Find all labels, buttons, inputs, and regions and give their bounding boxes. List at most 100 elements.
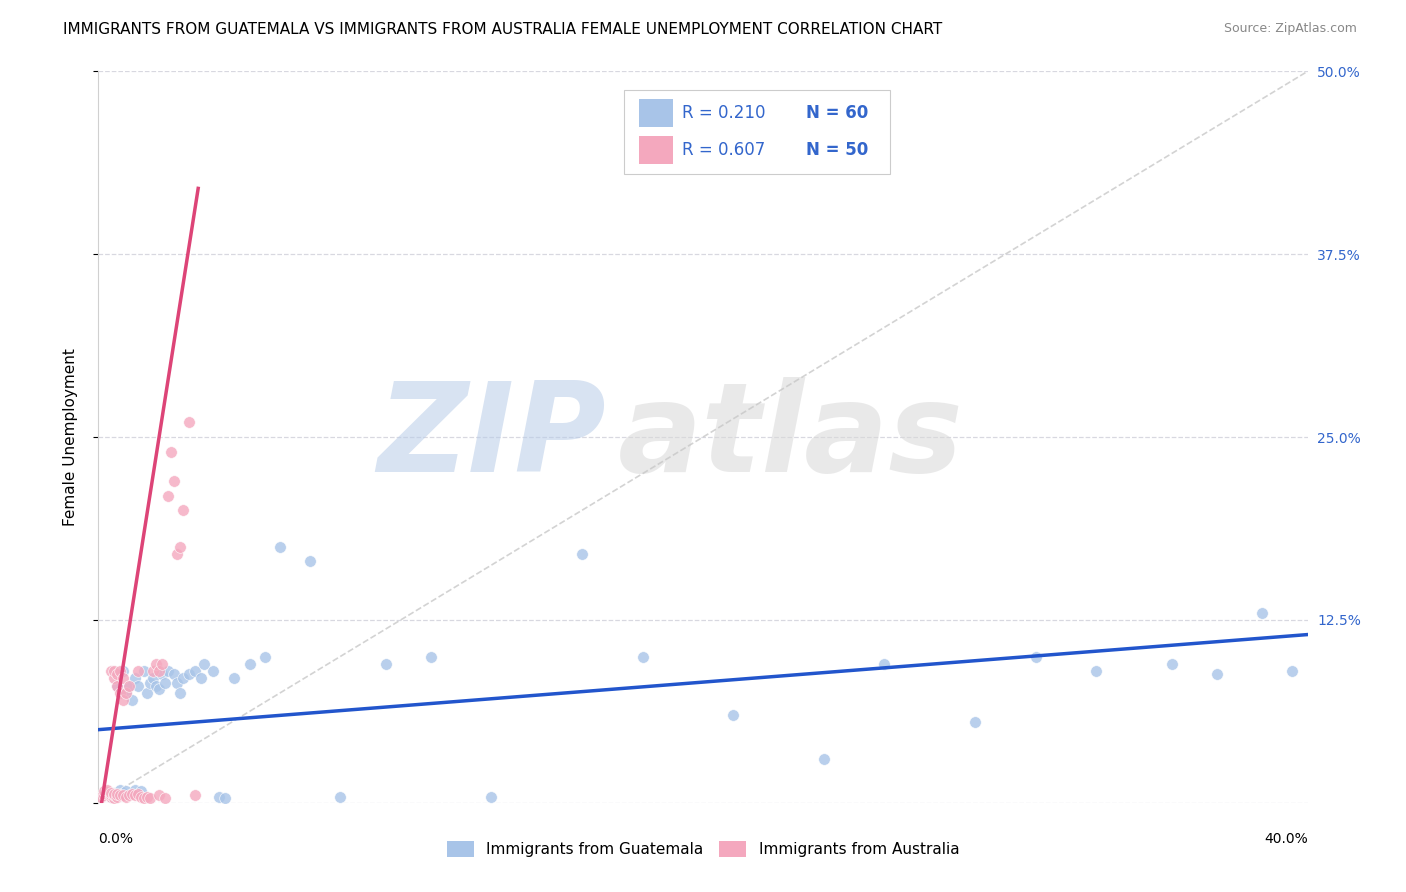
- Point: [153, 791, 176, 805]
- Point: [179, 667, 201, 681]
- Point: [873, 657, 896, 671]
- Point: [145, 657, 167, 671]
- Point: [571, 547, 593, 561]
- Point: [111, 664, 134, 678]
- Point: [96, 782, 118, 797]
- Point: [135, 789, 157, 804]
- Point: [108, 789, 131, 803]
- Point: [93, 784, 115, 798]
- Point: [239, 657, 262, 671]
- Point: [114, 784, 136, 798]
- Point: [93, 789, 115, 803]
- Point: [166, 547, 188, 561]
- Point: [105, 789, 128, 803]
- Point: [103, 787, 125, 801]
- Point: [105, 789, 128, 804]
- Point: [127, 664, 149, 678]
- Point: [96, 787, 118, 801]
- Point: [139, 676, 162, 690]
- Point: [132, 791, 155, 805]
- Point: [1281, 664, 1303, 678]
- Point: [135, 686, 157, 700]
- Point: [374, 657, 396, 671]
- Point: [103, 664, 125, 678]
- Point: [121, 693, 143, 707]
- Point: [100, 789, 122, 804]
- Point: [150, 657, 173, 671]
- Point: [190, 672, 212, 686]
- Point: [299, 554, 322, 568]
- Point: [145, 679, 167, 693]
- Bar: [638, 99, 673, 127]
- Point: [93, 789, 115, 803]
- Text: N = 50: N = 50: [806, 141, 868, 159]
- Point: [124, 789, 146, 803]
- Point: [105, 787, 128, 801]
- Point: [105, 667, 128, 681]
- Point: [139, 791, 162, 805]
- Point: [127, 679, 149, 693]
- Point: [103, 791, 125, 805]
- Point: [184, 664, 207, 678]
- Point: [108, 787, 131, 801]
- Point: [723, 708, 745, 723]
- Point: [193, 657, 215, 671]
- Point: [214, 791, 236, 805]
- FancyBboxPatch shape: [624, 90, 890, 174]
- Point: [124, 672, 146, 686]
- Point: [253, 649, 276, 664]
- Text: Source: ZipAtlas.com: Source: ZipAtlas.com: [1223, 22, 1357, 36]
- Text: 0.0%: 0.0%: [98, 832, 134, 846]
- Point: [224, 672, 246, 686]
- Point: [100, 789, 122, 803]
- Point: [150, 667, 173, 681]
- Point: [105, 679, 128, 693]
- Y-axis label: Female Unemployment: Female Unemployment: [63, 348, 77, 526]
- Point: [179, 416, 201, 430]
- Point: [118, 679, 141, 693]
- Point: [163, 667, 186, 681]
- Point: [111, 672, 134, 686]
- Point: [142, 672, 165, 686]
- Point: [202, 664, 225, 678]
- Point: [965, 715, 987, 730]
- Text: R = 0.210: R = 0.210: [682, 104, 766, 122]
- Point: [129, 789, 152, 804]
- Point: [100, 664, 122, 678]
- Point: [114, 686, 136, 700]
- Point: [148, 681, 170, 696]
- Point: [111, 693, 134, 707]
- Text: N = 60: N = 60: [806, 104, 868, 122]
- Point: [129, 784, 152, 798]
- Text: ZIP: ZIP: [378, 376, 606, 498]
- Point: [118, 789, 141, 803]
- Point: [111, 786, 134, 800]
- Point: [118, 679, 141, 693]
- Point: [329, 789, 352, 804]
- Point: [156, 489, 179, 503]
- Text: 40.0%: 40.0%: [1264, 832, 1308, 846]
- Point: [103, 672, 125, 686]
- Point: [166, 676, 188, 690]
- Point: [208, 789, 231, 804]
- Point: [1024, 649, 1046, 664]
- Point: [184, 789, 207, 803]
- Point: [169, 686, 191, 700]
- Point: [148, 664, 170, 678]
- Point: [163, 474, 186, 488]
- Point: [1085, 664, 1108, 678]
- Point: [132, 664, 155, 678]
- Point: [121, 787, 143, 801]
- Point: [105, 679, 128, 693]
- Text: atlas: atlas: [619, 376, 965, 498]
- Point: [1160, 657, 1182, 671]
- Point: [631, 649, 654, 664]
- Point: [156, 664, 179, 678]
- Point: [114, 686, 136, 700]
- Point: [153, 676, 176, 690]
- Text: R = 0.607: R = 0.607: [682, 141, 766, 159]
- Point: [100, 789, 122, 804]
- Point: [103, 786, 125, 800]
- Point: [111, 789, 134, 803]
- Point: [124, 782, 146, 797]
